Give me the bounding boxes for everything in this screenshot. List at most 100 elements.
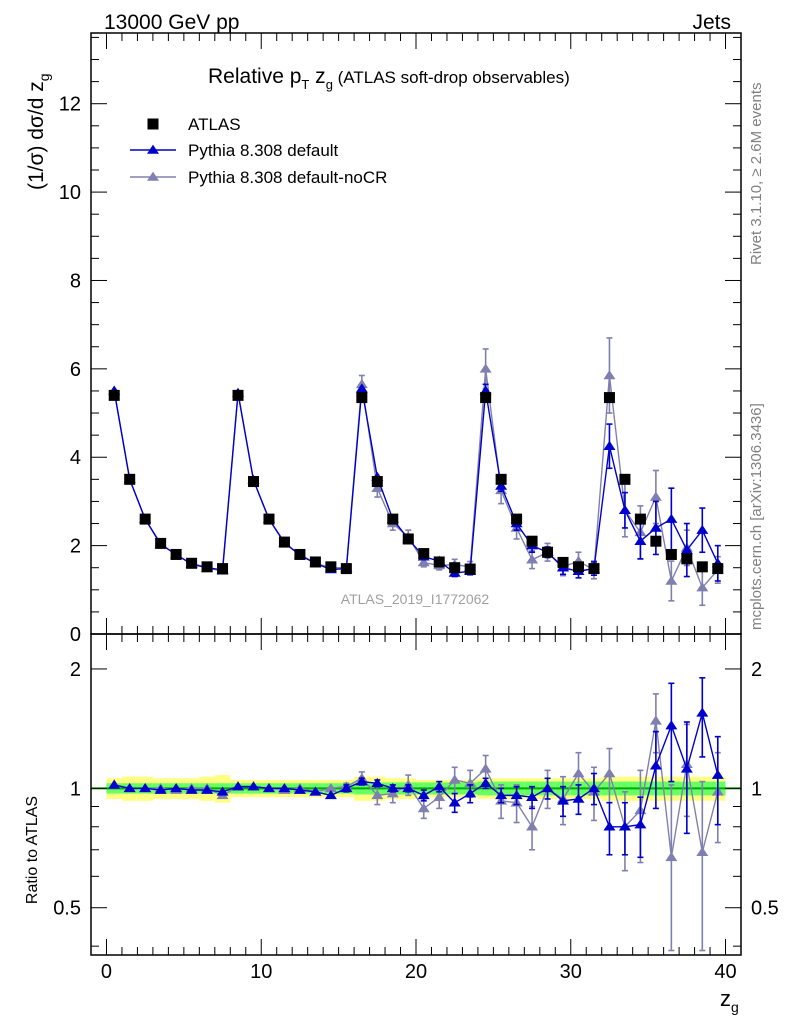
- atlas-point: [217, 563, 229, 575]
- ratio-default-point: [185, 784, 198, 794]
- ratio-default-point: [696, 707, 709, 717]
- atlas-point: [511, 513, 523, 525]
- legend-entry-label: Pythia 8.308 default: [188, 141, 339, 160]
- atlas-point: [526, 535, 538, 547]
- x-tick-label: 30: [560, 961, 582, 983]
- atlas-point: [170, 548, 182, 560]
- ratio-default-point: [587, 782, 600, 793]
- atlas-point: [480, 392, 492, 404]
- ratio-default-point: [541, 782, 554, 793]
- x-tick-label: 10: [250, 961, 272, 983]
- atlas-point: [634, 513, 646, 525]
- ratio-nocr-point: [603, 768, 616, 778]
- series-nocr-point: [479, 363, 492, 373]
- ratio-default-point: [355, 776, 368, 786]
- mcplots-label: mcplots.cern.ch [arXiv:1306.3436]: [748, 403, 765, 630]
- legend-nocr-marker: [147, 171, 159, 181]
- ratio-nocr-point: [665, 851, 678, 862]
- series-default-point: [665, 513, 678, 523]
- main-y-tick-label: 4: [70, 447, 81, 469]
- ratio-nocr-point: [417, 803, 430, 813]
- atlas-point: [340, 563, 352, 575]
- main-title: Relative pT zg (ATLAS soft-drop observab…: [208, 65, 570, 92]
- series-nocr: [108, 337, 724, 607]
- x-axis-label: zg: [720, 986, 739, 1015]
- atlas-point: [139, 513, 151, 525]
- atlas-point: [464, 563, 476, 575]
- atlas-point: [387, 513, 399, 525]
- ratio-nocr-point: [386, 788, 399, 798]
- atlas-point: [248, 476, 259, 488]
- series-default-point: [603, 440, 616, 450]
- ratio-default-line: [114, 710, 719, 828]
- ratio-default-point: [324, 789, 337, 800]
- atlas-point: [232, 389, 244, 401]
- series-default-point: [634, 535, 647, 545]
- ratio-nocr-point: [526, 821, 539, 831]
- ratio-default-point: [464, 788, 477, 798]
- ratio-default-point: [618, 821, 631, 831]
- ratio-nocr-point: [479, 763, 492, 773]
- ratio-y-tick-label-right: 0.5: [751, 898, 779, 920]
- series-nocr-point: [603, 370, 616, 380]
- energy-label: 13000 GeV pp: [104, 11, 239, 34]
- atlas-point: [294, 548, 306, 560]
- legend-entry-label: Pythia 8.308 default-noCR: [188, 168, 387, 187]
- ratio-default-point: [278, 782, 291, 793]
- atlas-point: [325, 561, 337, 573]
- series-default-point: [618, 504, 631, 515]
- atlas-point: [650, 535, 662, 547]
- ratio-y-tick-label: 0.5: [53, 898, 81, 920]
- ratio-nocr-point: [696, 846, 709, 857]
- atlas-point: [356, 392, 368, 404]
- ratio-default-point: [526, 791, 539, 801]
- ratio-default-point: [649, 760, 662, 770]
- ratio-default-point: [634, 819, 647, 829]
- main-y-tick-label: 0: [70, 624, 81, 646]
- ratio-default-point: [293, 784, 306, 794]
- ratio-nocr-point: [324, 782, 337, 793]
- ratio-y-tick-label: 2: [70, 659, 81, 681]
- ratio-default-point: [309, 786, 322, 796]
- atlas-point: [309, 556, 321, 568]
- series-atlas: [108, 389, 724, 575]
- main-y-tick-label: 6: [70, 359, 81, 381]
- atlas-point: [433, 556, 445, 568]
- main-y-tick-label: 2: [70, 536, 81, 558]
- atlas-point: [418, 548, 430, 560]
- legend-entry-label: ATLAS: [188, 115, 241, 134]
- ratio-default-point: [510, 789, 523, 800]
- atlas-point: [603, 392, 615, 404]
- series-nocr-point: [417, 557, 430, 567]
- ratio-y-tick-label: 1: [70, 778, 81, 800]
- ratio-default-point: [262, 782, 275, 793]
- atlas-point: [588, 563, 600, 575]
- x-tick-label: 40: [714, 961, 736, 983]
- atlas-point: [263, 513, 275, 525]
- atlas-point: [278, 536, 290, 548]
- category-label: Jets: [692, 11, 731, 34]
- atlas-point: [495, 473, 507, 485]
- ratio-default-point: [572, 793, 585, 803]
- ratio-default-point: [665, 720, 678, 730]
- main-y-tick-label: 8: [70, 270, 81, 292]
- atlas-point: [696, 561, 708, 573]
- series-nocr-point: [696, 582, 709, 592]
- series-nocr-point: [526, 554, 539, 564]
- ratio-default-point: [603, 821, 616, 831]
- main-y-tick-label: 10: [59, 182, 81, 204]
- series-default-point: [649, 522, 662, 532]
- legend-atlas-marker: [147, 118, 159, 130]
- series-default-line: [113, 388, 719, 574]
- atlas-point: [665, 548, 677, 560]
- ratio-nocr-point: [371, 789, 384, 800]
- ratio-y-axis-label: Ratio to ATLAS: [24, 796, 41, 904]
- ratio-default-point: [433, 781, 446, 791]
- ratio-default-point: [371, 777, 384, 788]
- ratio-default-point: [402, 782, 415, 793]
- ratio-y-tick-label-right: 2: [751, 659, 762, 681]
- ratio-default-point: [711, 769, 724, 779]
